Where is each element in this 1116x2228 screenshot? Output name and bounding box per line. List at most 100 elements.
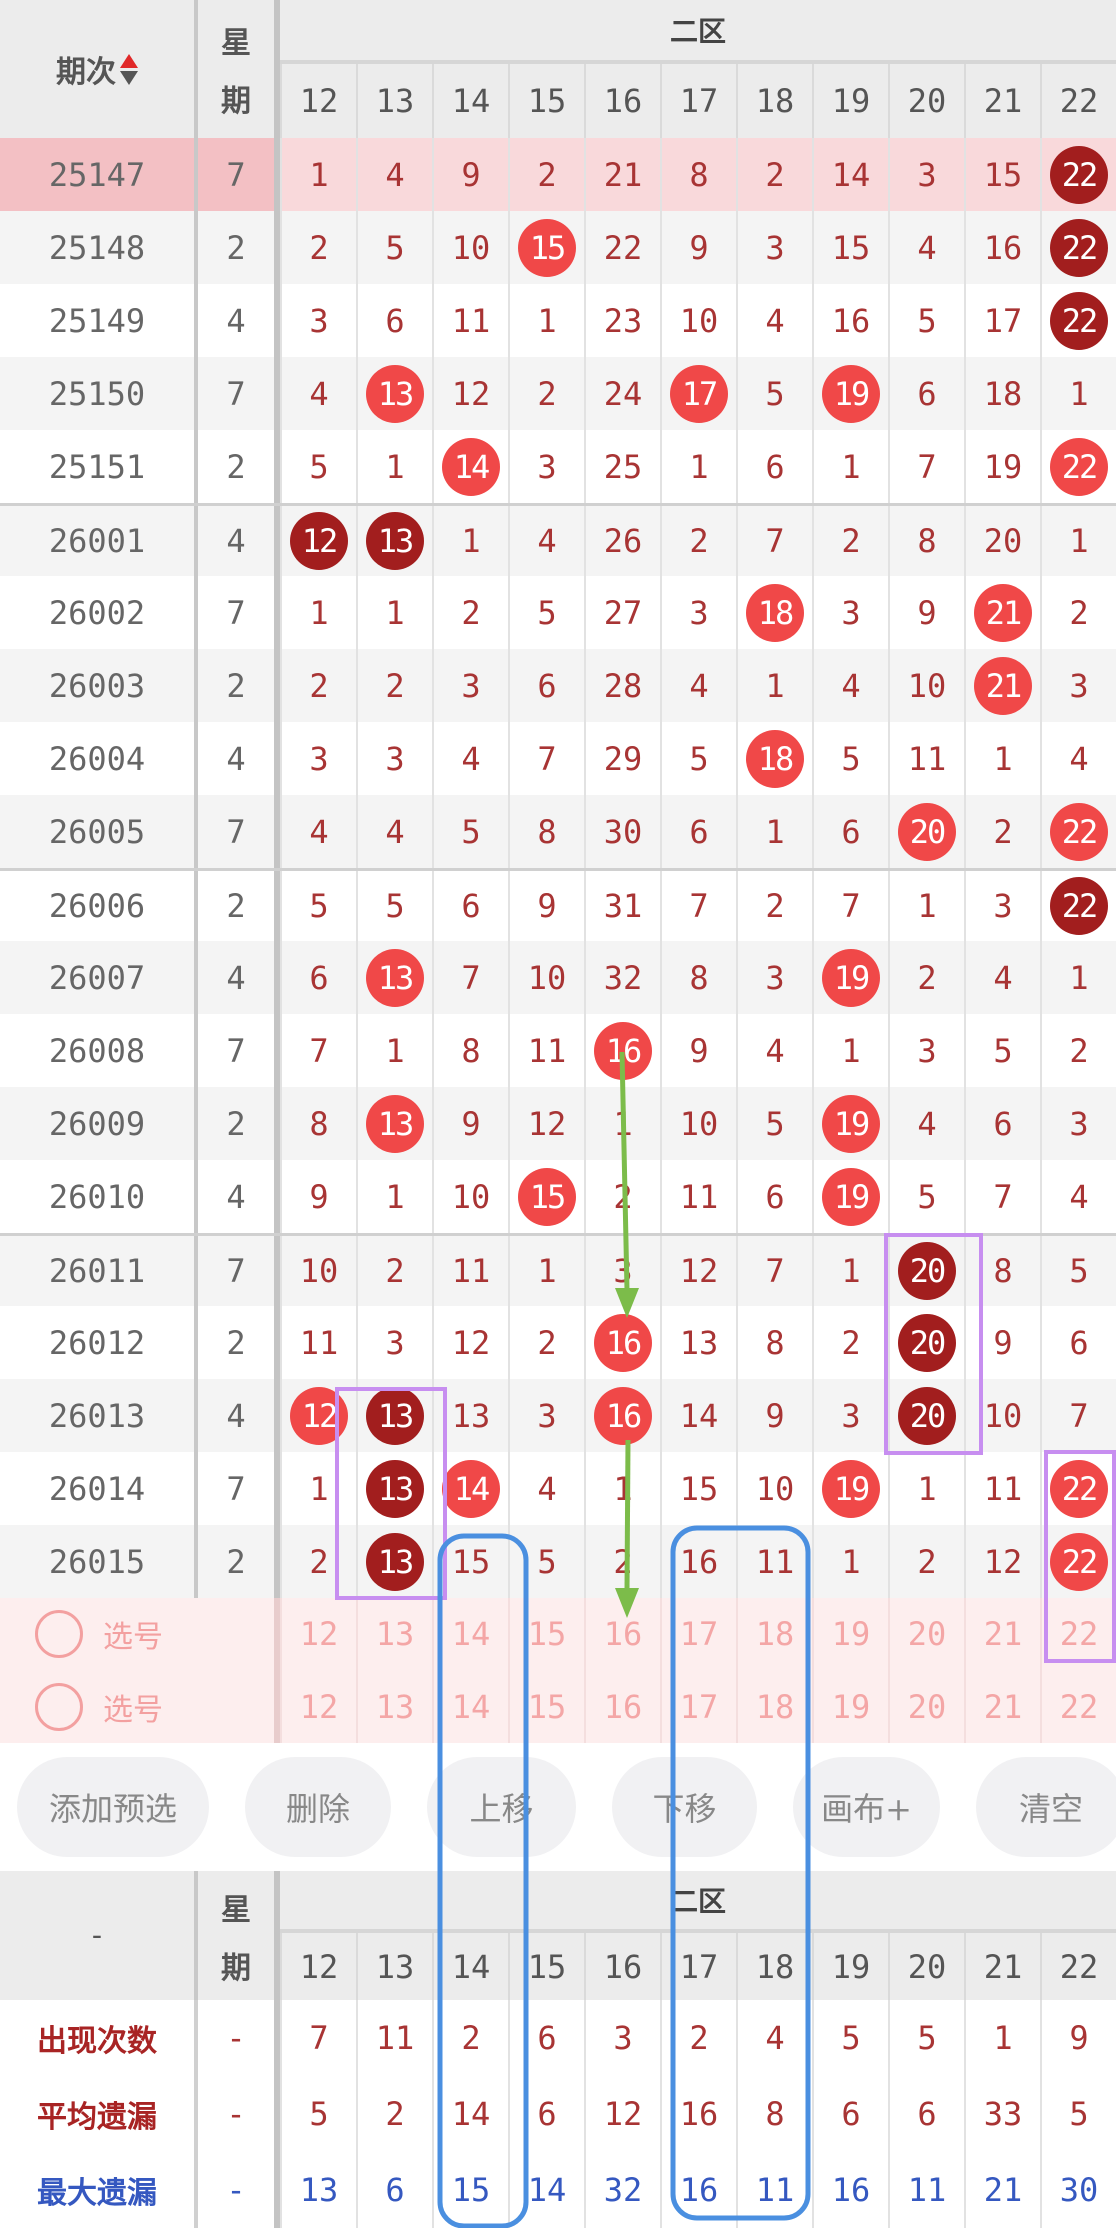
consecutive-hit-ball: 13 <box>366 1386 424 1445</box>
number-cell: 1 <box>356 576 432 649</box>
table-row[interactable]: 26003 2 2 2 3 6 28 4 1 4 10 21 3 <box>0 649 1116 722</box>
stats-row: 最大遗漏 -13 6 15 14 32 16 11 16 11 21 30 <box>0 2152 1116 2228</box>
move-down-button[interactable]: 下移 <box>612 1757 757 1857</box>
weekday-label-1: 星 <box>221 26 251 61</box>
table-row[interactable]: 26009 2 8 13 9 12 1 10 5 19 4 6 3 <box>0 1087 1116 1160</box>
hit-ball: 13 <box>366 364 424 423</box>
hit-ball: 16 <box>594 1313 652 1372</box>
selectable-number[interactable]: 21 <box>964 1598 1040 1671</box>
sort-up-down-icon[interactable] <box>120 53 138 85</box>
hit-ball: 14 <box>442 437 500 496</box>
table-row[interactable]: 25149 4 3 6 11 1 23 10 4 16 5 17 22 <box>0 284 1116 357</box>
selectable-number[interactable]: 17 <box>660 1670 736 1743</box>
number-cell: 8 <box>508 795 584 868</box>
number-cell: 11 <box>660 1160 736 1233</box>
selectable-number[interactable]: 16 <box>584 1598 660 1671</box>
column-header-number: 12 <box>280 64 356 138</box>
table-row[interactable]: 26005 7 4 4 5 8 30 6 1 6 20 2 22 <box>0 795 1116 868</box>
selectable-number[interactable]: 19 <box>812 1670 888 1743</box>
selectable-number[interactable]: 13 <box>356 1670 432 1743</box>
radio-circle-icon[interactable] <box>35 1610 83 1659</box>
stats-label: 平均遗漏 <box>0 2076 198 2152</box>
selectable-number[interactable]: 20 <box>888 1598 964 1671</box>
table-row[interactable]: 25148 2 2 5 10 15 22 9 3 15 4 16 22 <box>0 211 1116 284</box>
stats-value: 14 <box>508 2152 584 2228</box>
stats-value: 1 <box>964 2000 1040 2076</box>
number-cell: 8 <box>280 1087 356 1160</box>
stats-value: 7 <box>280 2000 356 2076</box>
number-cell: 9 <box>964 1306 1040 1379</box>
period-cell: 26007 <box>0 941 198 1014</box>
selectable-number[interactable]: 17 <box>660 1598 736 1671</box>
table-row[interactable]: 25151 2 5 1 14 3 25 1 6 1 7 19 22 <box>0 430 1116 503</box>
clear-button[interactable]: 清空 <box>976 1757 1116 1857</box>
table-row[interactable]: 26006 2 5 5 6 9 31 7 2 7 1 3 22 <box>0 868 1116 941</box>
table-row[interactable]: 26014 7 1 13 14 4 1 15 10 19 1 11 22 <box>0 1452 1116 1525</box>
canvas-plus-button[interactable]: 画布+ <box>793 1757 940 1857</box>
hit-ball: 13 <box>366 1094 424 1153</box>
number-cell: 11 <box>280 1306 356 1379</box>
selectable-number[interactable]: 22 <box>1040 1598 1116 1671</box>
stats-value: 2 <box>660 2000 736 2076</box>
table-row[interactable]: 25150 7 4 13 12 2 24 17 5 19 6 18 1 <box>0 357 1116 430</box>
number-cell: 7 <box>660 871 736 941</box>
number-cell: 26 <box>584 506 660 576</box>
weekday-cell: 4 <box>198 1379 280 1452</box>
number-cell: 19 <box>964 430 1040 503</box>
selectable-number[interactable]: 15 <box>508 1670 584 1743</box>
table-row[interactable]: 26012 2 11 3 12 2 16 13 8 2 20 9 6 <box>0 1306 1116 1379</box>
table-row[interactable]: 26001 4 12 13 1 4 26 2 7 2 8 20 1 <box>0 503 1116 576</box>
number-cell: 12 <box>508 1087 584 1160</box>
selectable-number[interactable]: 22 <box>1040 1670 1116 1743</box>
selectable-number[interactable]: 19 <box>812 1598 888 1671</box>
number-cell: 5 <box>736 357 812 430</box>
table-row[interactable]: 25147 7 1 4 9 2 21 8 2 14 3 15 22 <box>0 138 1116 211</box>
selectable-number[interactable]: 20 <box>888 1670 964 1743</box>
table-row[interactable]: 26010 4 9 1 10 15 2 11 6 19 5 7 4 <box>0 1160 1116 1233</box>
selectable-number[interactable]: 14 <box>432 1670 508 1743</box>
number-cell: 15 <box>508 1160 584 1233</box>
selectable-number[interactable]: 21 <box>964 1670 1040 1743</box>
table-row[interactable]: 26002 7 1 1 2 5 27 3 18 3 9 21 2 <box>0 576 1116 649</box>
selectable-number[interactable]: 16 <box>584 1670 660 1743</box>
table-row[interactable]: 26011 7 10 2 11 1 3 12 7 1 20 8 5 <box>0 1233 1116 1306</box>
move-up-button[interactable]: 上移 <box>427 1757 576 1857</box>
delete-button[interactable]: 删除 <box>245 1757 391 1857</box>
number-cell: 3 <box>356 1306 432 1379</box>
selection-label-cell[interactable]: 选号 <box>0 1671 198 1744</box>
table-row[interactable]: 26004 4 3 3 4 7 29 5 18 5 11 1 4 <box>0 722 1116 795</box>
selectable-number[interactable]: 12 <box>280 1598 356 1671</box>
table-row[interactable]: 26008 7 7 1 8 11 16 9 4 1 3 5 2 <box>0 1014 1116 1087</box>
weekday-column-header: 星 期 <box>198 0 280 138</box>
table-row[interactable]: 26015 2 2 13 15 5 2 16 11 1 2 12 22 <box>0 1525 1116 1598</box>
selectable-number[interactable]: 13 <box>356 1598 432 1671</box>
number-cell: 22 <box>1040 1452 1116 1525</box>
add-preselect-button[interactable]: 添加预选 <box>17 1757 209 1857</box>
column-header-number: 13 <box>356 64 432 138</box>
number-cell: 1 <box>356 430 432 503</box>
number-cell: 14 <box>432 430 508 503</box>
selectable-number[interactable]: 18 <box>736 1598 812 1671</box>
weekday-cell: 7 <box>198 1236 280 1306</box>
selection-label-cell[interactable]: 选号 <box>0 1598 198 1671</box>
table-row[interactable]: 26007 4 6 13 7 10 32 8 3 19 2 4 1 <box>0 941 1116 1014</box>
stats-value: 2 <box>432 2000 508 2076</box>
number-cell: 1 <box>356 1160 432 1233</box>
stats-value: 6 <box>812 2076 888 2152</box>
selectable-number[interactable]: 12 <box>280 1670 356 1743</box>
selectable-number[interactable]: 15 <box>508 1598 584 1671</box>
stats-value: 15 <box>432 2152 508 2228</box>
selectable-number[interactable]: 14 <box>432 1598 508 1671</box>
zone-header: 二区 <box>280 0 1116 64</box>
column-header-number: 13 <box>356 1933 432 2000</box>
hit-ball: 15 <box>518 218 576 277</box>
selectable-number[interactable]: 18 <box>736 1670 812 1743</box>
column-header-number: 20 <box>888 64 964 138</box>
period-cell: 26005 <box>0 795 198 868</box>
column-header-number: 12 <box>280 1933 356 2000</box>
radio-circle-icon[interactable] <box>35 1682 83 1731</box>
table-row[interactable]: 26013 4 12 13 13 3 16 14 9 3 20 10 7 <box>0 1379 1116 1452</box>
number-cell: 22 <box>1040 871 1116 941</box>
period-column-header[interactable]: 期次 <box>0 0 198 138</box>
number-cell: 13 <box>356 357 432 430</box>
